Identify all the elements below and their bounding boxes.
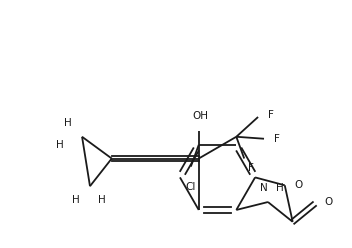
Text: F: F bbox=[268, 110, 274, 120]
Text: H: H bbox=[98, 195, 106, 205]
Text: H: H bbox=[56, 140, 64, 150]
Text: H: H bbox=[276, 183, 284, 193]
Text: F: F bbox=[274, 134, 280, 144]
Text: O: O bbox=[324, 197, 333, 207]
Text: N: N bbox=[260, 183, 268, 193]
Text: Cl: Cl bbox=[186, 183, 196, 192]
Text: O: O bbox=[295, 180, 303, 190]
Text: OH: OH bbox=[193, 111, 209, 121]
Text: H: H bbox=[64, 118, 72, 128]
Text: H: H bbox=[72, 195, 80, 205]
Text: F: F bbox=[248, 163, 254, 173]
